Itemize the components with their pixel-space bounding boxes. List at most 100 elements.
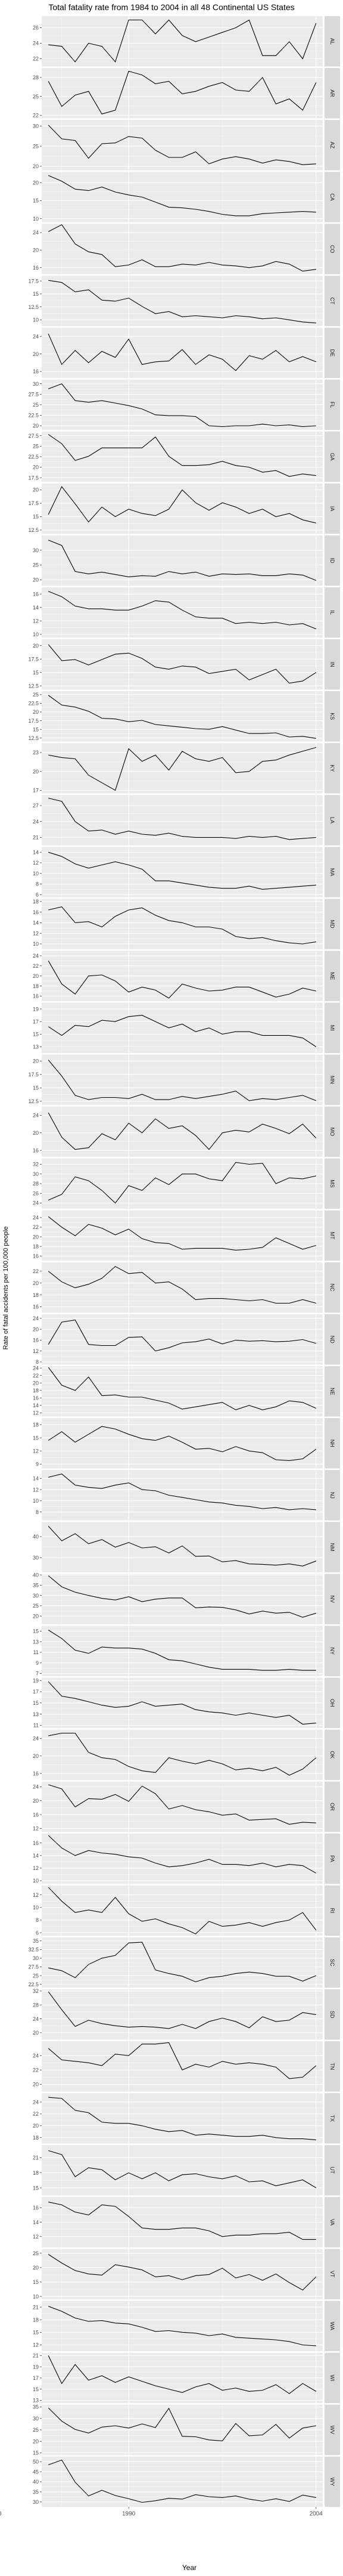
panel-background <box>42 1366 323 1417</box>
y-tick-label: 18 <box>33 1292 39 1298</box>
facet-KY: 17 20 23 KY <box>33 743 340 794</box>
facet-GA: 17.5 20 22.5 25 27.5 GA <box>28 431 340 482</box>
y-tick-label: 25 <box>33 443 39 449</box>
y-tick-label: 14 <box>33 1476 39 1482</box>
facet-strip <box>325 1054 340 1106</box>
facet-IA: 12.5 15 17.5 20 IA <box>28 483 340 534</box>
y-tick-label: 15 <box>33 2450 39 2456</box>
series-line <box>48 1526 316 1566</box>
series-line <box>48 797 316 840</box>
y-tick-label: 24 <box>33 1215 39 1221</box>
series-line <box>48 2355 317 2394</box>
facet-strip <box>325 1937 340 1988</box>
y-tick-label: 7 <box>36 1671 39 1677</box>
series-line <box>48 280 316 324</box>
series-line <box>48 1784 316 1825</box>
y-tick-label: 25 <box>33 1973 39 1979</box>
facet-strip <box>325 2404 340 2456</box>
facet-label: MI <box>329 1025 335 1031</box>
facet-label: GA <box>329 453 335 460</box>
series-line <box>48 1015 317 1047</box>
facet-MD: 10 12 14 16 18 MD <box>33 899 340 949</box>
y-tick-label: 24 <box>33 1784 39 1790</box>
facet-strip <box>325 120 340 171</box>
y-tick-label: 21 <box>33 2155 39 2161</box>
y-tick-label: 20 <box>33 180 39 186</box>
panel-background <box>42 224 323 274</box>
x-tick-label: 1990 <box>122 2510 136 2517</box>
panel-background <box>42 1833 323 1884</box>
y-tick-label: 14 <box>33 920 39 926</box>
y-tick-label: 17.5 <box>28 718 39 724</box>
y-tick-label: 45 <box>33 2469 39 2475</box>
y-tick-label: 20 <box>33 1380 39 1386</box>
series-line <box>48 2097 316 2141</box>
y-tick-label: 20 <box>33 1613 39 1619</box>
facet-MA: 6 8 10 12 14 MA <box>33 847 340 898</box>
facet-NC: 16 18 20 22 NC <box>33 1262 340 1313</box>
facet-label: CA <box>329 193 335 201</box>
facet-LA: 21 24 27 LA <box>33 795 340 846</box>
y-tick-label: 12 <box>33 1448 39 1454</box>
y-tick-label: 23 <box>33 750 39 756</box>
y-tick-label: 30 <box>33 1171 39 1177</box>
facet-VA: 12 14 16 VA <box>33 2197 340 2247</box>
facet-strip <box>325 899 340 949</box>
y-tick-label: 30 <box>33 1593 39 1599</box>
facet-MI: 13 15 17 19 MI <box>33 1002 340 1054</box>
y-tick-label: 20 <box>33 577 39 583</box>
facet-strip <box>325 1158 340 1209</box>
y-tick-label: 10 <box>33 2293 39 2299</box>
facet-WI: 13 15 17 19 21 WI <box>33 2352 340 2404</box>
series-line <box>48 224 316 272</box>
series-line <box>48 2202 316 2240</box>
facet-panels: 22 24 26 AL 22 25 28 AR 20 25 30 AZ 10 15 20 CA 16 20 24 CO… <box>0 16 340 2517</box>
y-tick-label: 16 <box>33 1253 39 1259</box>
series-line <box>48 1473 316 1510</box>
y-tick-label: 10 <box>33 1905 39 1911</box>
facet-strip <box>325 2145 340 2196</box>
facet-strip <box>325 1677 340 1729</box>
facet-WV: 15 20 25 30 35 WV <box>33 2404 340 2456</box>
series-line <box>48 19 317 63</box>
facet-AZ: 20 25 30 AZ <box>33 120 340 171</box>
y-tick-label: 16 <box>33 1304 39 1310</box>
y-tick-label: 25 <box>33 562 39 568</box>
y-tick-label: 32 <box>33 1162 39 1168</box>
facet-label: FL <box>329 402 335 408</box>
facet-label: VA <box>329 2219 335 2225</box>
y-axis-label: Rate of fatal accidents per 100,000 peop… <box>2 1227 10 1350</box>
facet-strip <box>325 1885 340 1936</box>
y-tick-label: 25 <box>33 143 39 149</box>
facet-strip <box>325 2249 340 2299</box>
y-tick-label: 20 <box>33 247 39 253</box>
facet-strip <box>325 847 340 897</box>
facet-strip <box>325 327 340 378</box>
facet-label: NH <box>329 1439 335 1447</box>
facet-label: PA <box>329 1855 335 1862</box>
y-tick-label: 20 <box>33 163 39 169</box>
panel-background <box>42 1626 323 1676</box>
facet-strip <box>325 639 340 690</box>
series-line <box>48 175 316 216</box>
series-line <box>48 2150 317 2188</box>
y-tick-label: 16 <box>33 1840 39 1846</box>
facet-strip <box>325 431 340 482</box>
facet-label: AR <box>329 89 335 97</box>
facet-ME: 16 18 20 22 24 ME <box>33 950 340 1001</box>
y-tick-label: 24 <box>33 2016 39 2022</box>
facet-MT: 16 18 20 22 24 MT <box>33 1210 340 1261</box>
y-tick-label: 27 <box>33 803 39 809</box>
facet-strip <box>325 1833 340 1884</box>
facet-strip <box>325 587 340 638</box>
y-tick-label: 13 <box>33 1711 39 1717</box>
y-tick-label: 8 <box>36 881 39 887</box>
y-tick-label: 18 <box>33 1422 39 1428</box>
y-tick-label: 20 <box>33 1326 39 1332</box>
panel-background <box>42 795 323 846</box>
panel-background <box>42 68 323 119</box>
y-tick-label: 16 <box>33 1812 39 1818</box>
series-line <box>48 1319 316 1352</box>
chart-title: Total fatality rate from 1984 to 2004 in… <box>48 2 294 12</box>
y-tick-label: 9 <box>36 1462 39 1467</box>
